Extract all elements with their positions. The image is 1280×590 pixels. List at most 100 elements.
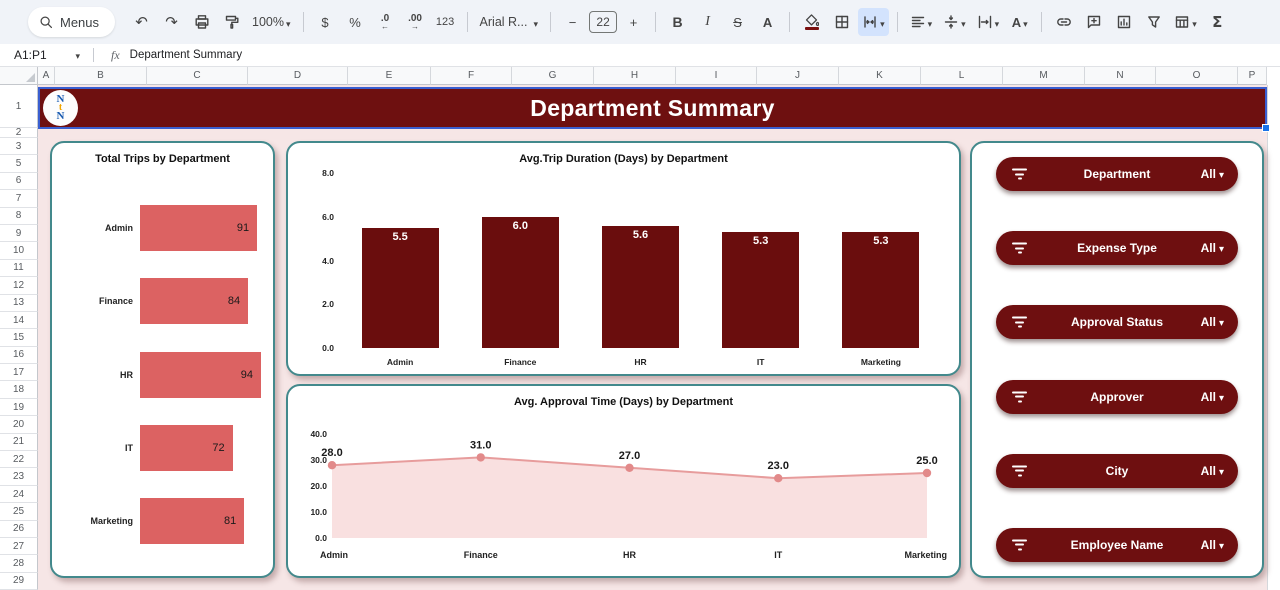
column-header-E[interactable]: E xyxy=(348,67,431,85)
borders-button[interactable] xyxy=(828,8,855,36)
row-header-21[interactable]: 21 xyxy=(0,433,38,452)
trip-duration-chart-card[interactable]: Avg.Trip Duration (Days) by Department 8… xyxy=(286,141,961,376)
text-wrap-button[interactable] xyxy=(973,8,1004,36)
filter-value-dropdown[interactable]: All xyxy=(1201,464,1224,478)
currency-format-button[interactable]: $ xyxy=(312,8,339,36)
fill-color-button[interactable] xyxy=(798,8,825,36)
undo-button[interactable]: ↶ xyxy=(128,8,155,36)
font-size-input[interactable]: 22 xyxy=(589,11,618,33)
number-format-button[interactable]: 123 xyxy=(432,8,459,36)
filter-value-dropdown[interactable]: All xyxy=(1201,167,1224,181)
decrease-decimal-button[interactable]: .0 ← xyxy=(372,8,399,36)
row-header-10[interactable]: 10 xyxy=(0,242,38,260)
row-header-16[interactable]: 16 xyxy=(0,346,38,365)
row-header-18[interactable]: 18 xyxy=(0,381,38,399)
italic-button[interactable]: I xyxy=(694,8,721,36)
strikethrough-button[interactable]: S xyxy=(724,8,751,36)
font-family-select[interactable]: Arial R... xyxy=(476,8,543,36)
filter-value-dropdown[interactable]: All xyxy=(1201,538,1224,552)
row-header-29[interactable]: 29 xyxy=(0,572,38,590)
filter-slicer-employee-name[interactable]: Employee Name All xyxy=(996,527,1238,562)
horizontal-align-button[interactable] xyxy=(906,8,937,36)
point-value-label: 23.0 xyxy=(768,460,789,472)
filter-slicer-expense-type[interactable]: Expense Type All xyxy=(996,231,1238,266)
row-header-1[interactable]: 1 xyxy=(0,85,38,128)
increase-decimal-button[interactable]: .00 → xyxy=(402,8,429,36)
column-header-G[interactable]: G xyxy=(512,67,594,85)
insert-link-button[interactable] xyxy=(1050,8,1077,36)
selection-fill-handle[interactable] xyxy=(1262,124,1270,132)
filter-funnel-icon xyxy=(1147,16,1160,28)
column-header-L[interactable]: L xyxy=(921,67,1003,85)
vertical-align-button[interactable] xyxy=(939,8,970,36)
row-header-28[interactable]: 28 xyxy=(0,555,38,573)
approval-time-chart-card[interactable]: Avg. Approval Time (Days) by Department … xyxy=(286,384,961,578)
increase-font-size-button[interactable]: + xyxy=(620,8,647,36)
decrease-font-size-button[interactable]: − xyxy=(559,8,586,36)
functions-button[interactable]: Σ xyxy=(1204,8,1231,36)
row-header-7[interactable]: 7 xyxy=(0,190,38,208)
row-header-14[interactable]: 14 xyxy=(0,311,38,330)
row-header-8[interactable]: 8 xyxy=(0,207,38,225)
bar-value-label: 5.6 xyxy=(632,228,649,241)
column-header-P[interactable]: P xyxy=(1238,67,1267,85)
column-header-N[interactable]: N xyxy=(1085,67,1156,85)
filter-slicer-department[interactable]: Department All xyxy=(996,157,1238,191)
insert-chart-button[interactable] xyxy=(1110,8,1137,36)
bold-button[interactable]: B xyxy=(664,8,691,36)
row-header-25[interactable]: 25 xyxy=(0,503,38,521)
row-header-15[interactable]: 15 xyxy=(0,329,38,347)
row-header-6[interactable]: 6 xyxy=(0,172,38,191)
percent-format-button[interactable]: % xyxy=(342,8,369,36)
merge-cells-button[interactable] xyxy=(858,8,889,36)
row-header-12[interactable]: 12 xyxy=(0,277,38,295)
filter-slicer-approval-status[interactable]: Approval Status All xyxy=(996,305,1238,340)
column-header-J[interactable]: J xyxy=(757,67,839,85)
filter-value-dropdown[interactable]: All xyxy=(1201,315,1224,329)
filter-value-dropdown[interactable]: All xyxy=(1201,241,1224,255)
column-header-K[interactable]: K xyxy=(839,67,921,85)
filter-label: Approver xyxy=(1090,389,1144,404)
total-trips-chart-card[interactable]: Total Trips by Department Admin 91 Finance… xyxy=(50,141,275,578)
filter-value-dropdown[interactable]: All xyxy=(1201,390,1224,404)
column-header-M[interactable]: M xyxy=(1003,67,1085,85)
formula-input[interactable]: Department Summary xyxy=(129,49,243,61)
title-banner[interactable]: N t N Department Summary xyxy=(38,87,1270,132)
filter-slicer-approver[interactable]: Approver All xyxy=(996,379,1238,414)
row-header-24[interactable]: 24 xyxy=(0,485,38,504)
text-color-button[interactable]: A xyxy=(754,8,781,36)
column-header-H[interactable]: H xyxy=(594,67,676,85)
paint-format-button[interactable] xyxy=(218,8,245,36)
row-header-26[interactable]: 26 xyxy=(0,520,38,538)
column-header-D[interactable]: D xyxy=(248,67,348,85)
row-header-27[interactable]: 27 xyxy=(0,537,38,556)
row-header-19[interactable]: 19 xyxy=(0,398,38,417)
filter-slicer-city[interactable]: City All xyxy=(996,453,1238,488)
row-header-3[interactable]: 3 xyxy=(0,138,38,156)
select-all-corner[interactable] xyxy=(0,67,38,85)
column-header-B[interactable]: B xyxy=(55,67,147,85)
row-header-20[interactable]: 20 xyxy=(0,416,38,434)
row-header-23[interactable]: 23 xyxy=(0,468,38,486)
row-header-13[interactable]: 13 xyxy=(0,294,38,312)
name-box[interactable]: A1:P1 xyxy=(0,48,88,62)
column-header-C[interactable]: C xyxy=(147,67,248,85)
column-header-O[interactable]: O xyxy=(1156,67,1238,85)
row-header-9[interactable]: 9 xyxy=(0,224,38,243)
filter-views-button[interactable] xyxy=(1170,8,1201,36)
column-header-I[interactable]: I xyxy=(676,67,757,85)
print-button[interactable] xyxy=(188,8,215,36)
column-header-A[interactable]: A xyxy=(38,67,55,85)
row-header-2[interactable]: 2 xyxy=(0,128,38,138)
column-header-F[interactable]: F xyxy=(431,67,512,85)
row-header-11[interactable]: 11 xyxy=(0,259,38,278)
redo-button[interactable]: ↷ xyxy=(158,8,185,36)
text-rotation-button[interactable]: A xyxy=(1006,8,1033,36)
zoom-control[interactable]: 100% xyxy=(248,8,295,36)
row-header-5[interactable]: 5 xyxy=(0,155,38,173)
row-header-22[interactable]: 22 xyxy=(0,451,38,469)
menus-button[interactable]: Menus xyxy=(28,7,116,37)
insert-comment-button[interactable] xyxy=(1080,8,1107,36)
create-filter-button[interactable] xyxy=(1140,8,1167,36)
row-header-17[interactable]: 17 xyxy=(0,364,38,382)
